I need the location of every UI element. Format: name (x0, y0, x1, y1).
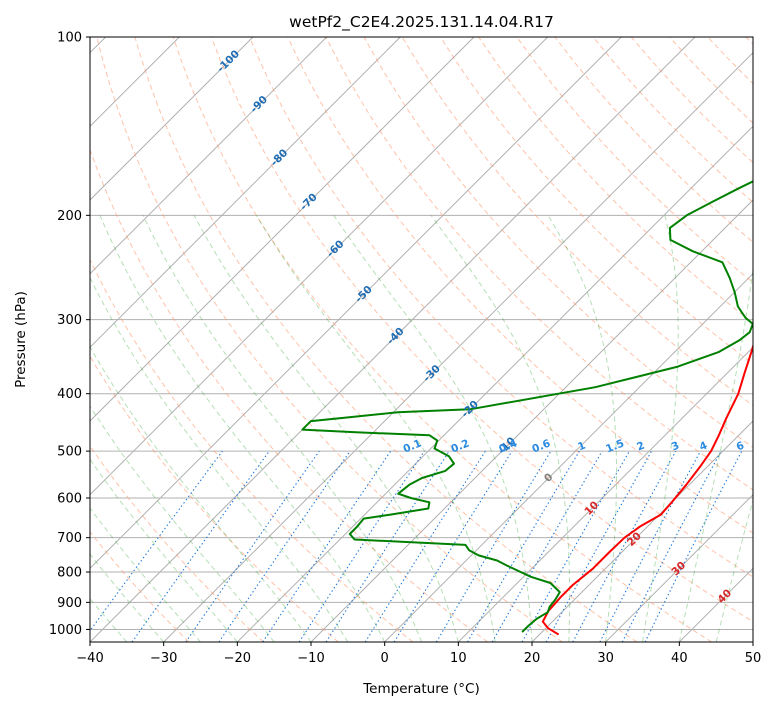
dry-adiabat-line (90, 148, 488, 642)
x-tick-label: −20 (224, 651, 251, 666)
mixing-ratio-line (298, 450, 425, 642)
grid-layer (90, 37, 753, 642)
moist-adiabat-line (430, 215, 571, 642)
mixing-ratio-line (572, 450, 677, 642)
dewpoint-profile (301, 180, 753, 633)
mixing-ratio-line (545, 450, 653, 642)
dry-adiabat-line (90, 445, 264, 642)
y-tick-label: 700 (57, 531, 82, 546)
plot-frame (89, 36, 754, 643)
isotherm-line (531, 420, 753, 642)
x-tick-label: 30 (597, 651, 614, 666)
mixing-ratio-line (521, 450, 630, 642)
moist-adiabat-line (642, 215, 679, 642)
isotherm-line (90, 37, 254, 201)
y-tick-label: 200 (57, 209, 82, 224)
x-tick-label: 20 (524, 651, 541, 666)
moist-adiabat-line (90, 405, 275, 642)
moist-adiabat-line (193, 215, 459, 642)
moist-adiabat-line (333, 215, 533, 642)
isotherm-line (90, 37, 696, 642)
y-tick-label: 500 (57, 445, 82, 460)
x-tick-label: 10 (450, 651, 467, 666)
y-tick-label: 1000 (49, 623, 82, 638)
data-layer (301, 180, 753, 636)
mixing-ratio-line (325, 450, 450, 642)
y-tick-label: 300 (57, 313, 82, 328)
isotherm-line (90, 37, 622, 570)
x-tick-label: 40 (671, 651, 688, 666)
moist-adiabat-line (142, 215, 422, 642)
mixing-ratio-line (90, 450, 223, 632)
isotherm-line (90, 37, 328, 275)
isotherm-line (236, 125, 753, 642)
y-tick-label: 100 (57, 31, 82, 46)
mixing-ratio-line (185, 450, 320, 642)
isotherm-line (457, 346, 753, 642)
x-tick-label: 50 (745, 651, 762, 666)
mixing-ratio-label: 4 (698, 440, 709, 454)
y-tick-label: 400 (57, 387, 82, 402)
isotherm-line (90, 37, 475, 422)
dry-adiabat-line (96, 37, 563, 642)
y-tick-label: 800 (57, 566, 82, 581)
x-tick-label: −40 (76, 651, 103, 666)
y-tick-label: 600 (57, 492, 82, 507)
y-tick-label: 900 (57, 596, 82, 611)
mixing-ratio-label: 3 (670, 440, 681, 454)
moist-adiabat-line (90, 345, 312, 642)
mixing-ratio-line (131, 450, 270, 642)
mixing-ratio-line (262, 450, 392, 642)
isotherm-line (163, 51, 753, 642)
isotherm-line (90, 37, 401, 349)
x-tick-label: −10 (297, 651, 324, 666)
x-tick-label: −30 (150, 651, 177, 666)
isotherm-line (310, 199, 753, 642)
mixing-ratio-line (644, 450, 743, 642)
dry-adiabat-line (363, 37, 753, 448)
dry-adiabat-line (90, 258, 414, 642)
moist-adiabat-line (255, 215, 496, 642)
y-axis-label: Pressure (hPa) (13, 291, 29, 388)
mixing-ratio-line (393, 450, 513, 642)
moist-adiabat-line (547, 215, 617, 642)
dry-adiabat-line (134, 37, 638, 642)
x-axis-label: Temperature (°C) (362, 681, 480, 697)
dry-adiabat-line (172, 37, 712, 642)
dry-adiabat-line (210, 37, 753, 623)
isotherm-line (90, 37, 549, 496)
mixing-ratio-label: 6 (735, 440, 746, 454)
dry-adiabat-line (287, 37, 753, 534)
isotherm-line (605, 493, 753, 642)
dry-adiabat-line (401, 37, 753, 406)
temperature-profile (541, 342, 753, 636)
moist-adiabat-line (715, 498, 753, 642)
mixing-ratio-label: 1 (576, 440, 587, 454)
moist-adiabat-line (90, 458, 238, 642)
moist-adiabat-line (678, 265, 753, 642)
mixing-ratio-line (218, 450, 351, 642)
chart-title: wetPf2_C2E4.2025.131.14.04.R17 (289, 13, 554, 32)
dry-adiabat-line (478, 37, 753, 324)
axis-layer: −40 −30 −20 −10 0 10 20 30 40 50 100 200 300 400 500 60… (49, 31, 761, 667)
dry-adiabat-line (90, 355, 339, 642)
mixing-ratio-label: 2 (635, 440, 646, 454)
isotherm-line (384, 272, 753, 642)
x-tick-label: 0 (381, 651, 389, 666)
moist-adiabat-line (99, 215, 386, 642)
dry-adiabat-line (249, 37, 753, 578)
